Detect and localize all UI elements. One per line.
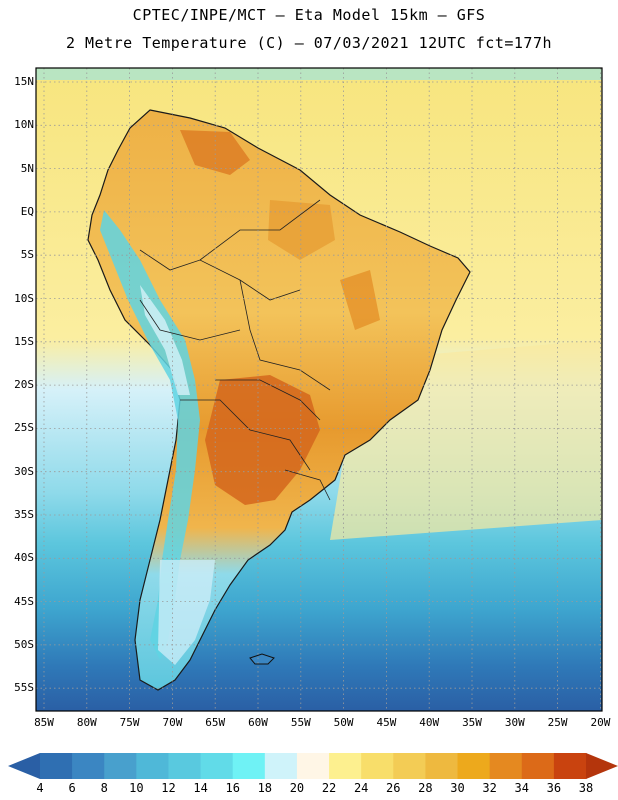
colorbar-segment [553,753,587,779]
lon-label: 55W [290,716,311,729]
colorbar-segment [425,753,459,779]
caribbean-strip [36,68,602,80]
andes-cold-band [100,210,200,660]
lon-label: 35W [462,716,482,729]
colorbar-label: 20 [289,781,305,795]
lon-label: 60W [248,716,268,729]
lon-label: 85W [34,716,54,729]
colorbar-low-arrow [8,753,40,779]
lat-label: 5N [20,161,34,175]
heat-core-venezuela [180,130,250,175]
map-title-line2: 2 Metre Temperature (C) — 07/03/2021 12U… [65,34,553,52]
colorbar-label: 34 [514,781,529,795]
colorbar-label: 14 [193,781,208,795]
heat-core-chaco [205,375,320,505]
colorbar-segment [40,753,73,779]
lon-label: 40W [419,716,440,729]
warm-northeast [340,270,380,330]
lon-label: 75W [119,716,140,729]
colorbar-label: 6 [68,781,76,795]
lat-label: 20S [14,378,34,392]
colorbar-label: 32 [482,781,497,795]
graticule [36,68,602,711]
colorbar-segment [361,753,394,779]
colorbar-segment [264,753,298,779]
lat-label: 30S [14,464,34,478]
colorbar-label: 8 [100,781,108,795]
lon-label: 65W [205,716,226,729]
colorbar-segment [136,753,169,779]
falkland-islands [249,653,275,665]
colorbar-label: 18 [257,781,273,795]
warm-amazon [268,200,335,260]
colorbar-label: 4 [36,781,44,795]
colorbar-segment [168,753,202,779]
colorbar-label: 12 [161,781,176,795]
lat-label: 55S [14,681,34,695]
colorbar-segment [104,753,137,779]
lat-label: 35S [14,508,34,521]
colorbar-label: 26 [386,781,401,795]
colorbar-label: 36 [546,781,562,795]
lon-label: 50W [333,716,354,729]
altiplano-cool [140,285,190,395]
colorbar-label: 30 [450,781,465,795]
colorbar-segment [393,753,426,779]
lat-label: 15N [14,75,34,88]
lon-label: 20W [590,716,611,729]
lat-label: 10S [14,291,34,305]
colorbar-label: 38 [578,781,594,795]
colorbar-segment [329,753,362,779]
colorbar-segment [232,753,266,779]
colorbar-segment [200,753,234,779]
colorbar-segment [457,753,491,779]
colorbar-label: 24 [353,781,369,795]
lon-label: 45W [376,716,397,729]
lat-label: EQ [20,204,34,218]
map-frame [35,67,603,712]
colorbar-label: 10 [129,781,144,795]
colorbar-segment [489,753,523,779]
lat-label: 15S [14,334,34,348]
colorbar-label: 22 [321,781,337,795]
lat-label: 10N [14,118,34,132]
colorbar-segment [521,753,555,779]
colorbar-segment [72,753,105,779]
lon-label: 80W [76,716,97,729]
colorbar-high-arrow [586,753,618,779]
lat-label: 40S [14,551,34,565]
lat-label: 5S [20,248,34,262]
colorbar-segment [296,753,330,779]
lon-label: 30W [504,716,525,729]
lat-label: 25S [14,421,34,435]
lat-label: 50S [14,637,34,651]
map-title-line1: CPTEC/INPE/MCT — Eta Model 15km — GFS [132,6,486,24]
colorbar-label: 28 [418,781,433,795]
colorbar-label: 16 [225,781,240,795]
lon-label: 25W [547,716,568,729]
lon-label: 70W [162,716,183,729]
lat-label: 45S [14,594,34,608]
